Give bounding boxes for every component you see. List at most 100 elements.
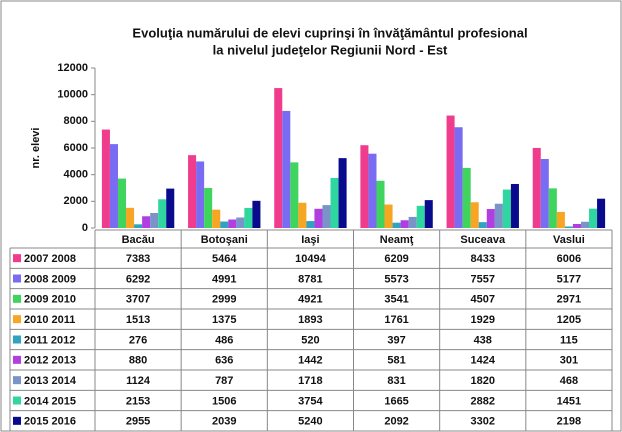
bar [589,208,598,228]
table-value: 880 [129,355,147,367]
chart-title: Evoluţia numărului de elevi cuprinşi în … [132,25,527,40]
bar [188,155,197,228]
table-value: 1820 [471,375,495,387]
table-value: 2999 [212,294,236,306]
y-tick-label: 2000 [64,195,88,207]
bar [368,153,377,228]
table-value: 468 [560,375,578,387]
table-value: 3302 [471,416,495,428]
legend-label: 2009 2010 [24,294,76,306]
bar [597,198,606,228]
y-axis-label: nr. elevi [30,128,42,169]
table-value: 520 [301,334,319,346]
x-tick-label: Vaslui [553,234,585,246]
table-value: 2198 [557,416,581,428]
bar [330,177,339,228]
bar [510,183,519,228]
bar [580,221,590,228]
table-value: 8781 [298,273,322,285]
table-value: 4507 [471,294,495,306]
table-value: 2092 [384,416,408,428]
table-value: 7383 [126,253,150,265]
table-value: 3754 [298,395,323,407]
bar [314,208,323,228]
legend-swatch [13,416,21,425]
bar [252,200,261,228]
legend-swatch [13,315,21,324]
bar [228,219,237,228]
bar [282,110,291,228]
bar [400,220,409,228]
table-value: 2971 [557,294,581,306]
bar [196,161,205,228]
table-value: 5464 [212,253,237,265]
bar [126,207,135,228]
bar [408,216,417,228]
bar [532,147,541,228]
bar [134,224,143,228]
bar [166,188,175,228]
table-value: 3541 [384,294,408,306]
x-tick-label: Suceava [460,234,506,246]
table-value: 2882 [471,395,495,407]
bar [548,188,557,228]
bar [360,145,369,228]
table-value: 3707 [126,294,150,306]
table-value: 1665 [384,395,408,407]
table-value: 1205 [557,314,581,326]
legend-label: 2013 2014 [24,375,77,387]
y-tick-label: 8000 [64,115,88,127]
bar [392,222,401,228]
table-value: 2955 [126,416,150,428]
y-tick-label: 4000 [64,169,88,181]
bar [220,221,229,228]
bar [204,188,213,228]
table-value: 301 [560,355,578,367]
bar [290,162,299,228]
bar [564,226,573,228]
x-tick-label: Neamţ [380,234,414,246]
table-value: 1124 [126,375,151,387]
bar [446,115,455,228]
legend-label: 2012 2013 [24,355,76,367]
legend-label: 2010 2011 [24,314,75,326]
table-value: 1451 [557,395,581,407]
legend-label: 2011 2012 [24,334,75,346]
table-value: 486 [215,334,233,346]
table-value: 397 [387,334,405,346]
legend-swatch [13,254,21,263]
table-value: 1718 [298,375,322,387]
bar [109,144,118,228]
table-value: 2039 [212,416,236,428]
legend-swatch [13,355,21,364]
y-tick-label: 0 [82,222,88,234]
bar [338,158,347,228]
legend-swatch [13,376,21,385]
bar [236,217,245,228]
y-tick-label: 10000 [57,89,88,101]
table-value: 636 [215,355,233,367]
table-value: 1442 [298,355,322,367]
table-value: 581 [387,355,405,367]
table-value: 4921 [298,294,322,306]
bar [540,158,549,228]
legend-swatch [13,294,21,303]
table-value: 1513 [126,314,150,326]
table-value: 1893 [298,314,322,326]
bar [117,178,127,228]
legend-label: 2007 2008 [24,253,76,265]
table-value: 115 [560,334,578,346]
table-value: 5177 [557,273,581,285]
table-value: 4991 [212,273,236,285]
table-value: 5240 [298,416,322,428]
bar [212,209,221,228]
table-value: 1761 [384,314,408,326]
table-value: 5573 [384,273,408,285]
bar [462,167,471,228]
legend-label: 2015 2016 [24,416,76,428]
x-tick-label: Bacău [122,234,155,246]
bar [470,202,479,228]
bar [502,189,511,228]
table-value: 276 [129,334,147,346]
